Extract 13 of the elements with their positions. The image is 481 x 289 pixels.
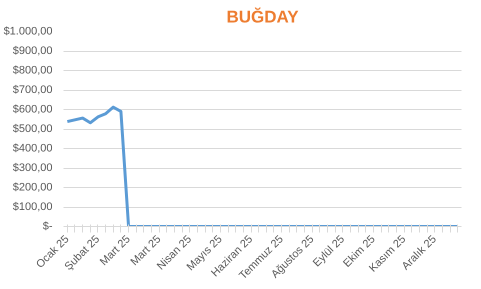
y-tick-label: $- [42,220,53,232]
y-tick-label: $500,00 [12,123,53,135]
y-tick-label: $400,00 [12,142,53,154]
chart-title: BUĞDAY [226,6,300,26]
y-tick-label: $200,00 [12,182,53,194]
y-tick-label: $1.000,00 [4,26,52,38]
line-series [66,106,460,226]
y-tick-label: $300,00 [12,162,53,174]
y-tick-label: $700,00 [12,84,53,96]
y-tick-label: $600,00 [12,104,53,116]
y-tick-label: $900,00 [12,45,53,57]
y-tick-label: $800,00 [12,64,53,76]
y-tick-label: $100,00 [12,201,53,213]
